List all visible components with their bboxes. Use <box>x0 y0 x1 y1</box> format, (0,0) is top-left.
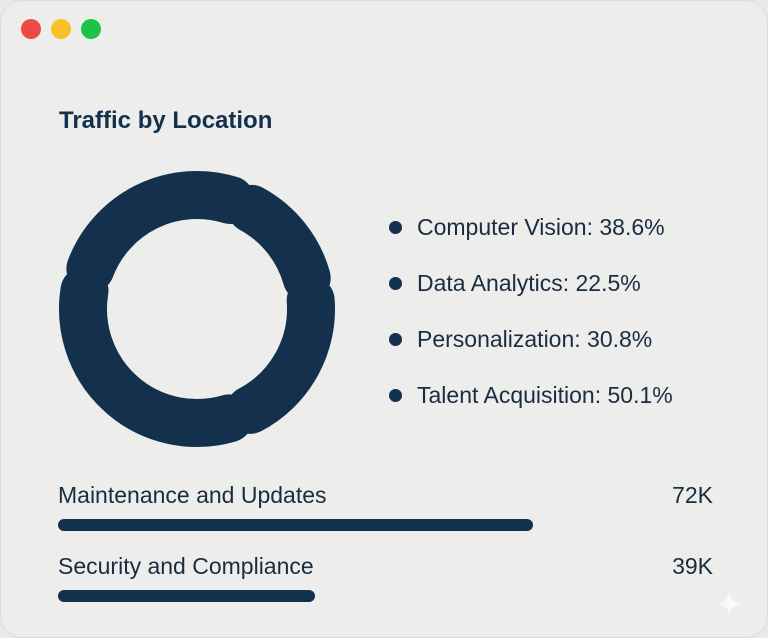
chart-title: Traffic by Location <box>59 107 273 134</box>
donut-segment-talent-acquisition <box>59 266 253 447</box>
legend-item: Data Analytics: 22.5% <box>389 255 673 311</box>
legend-label: Personalization: 30.8% <box>417 325 653 352</box>
metric-value: 72K <box>672 482 713 508</box>
metric-bar <box>58 590 316 602</box>
minimize-button[interactable] <box>51 19 71 39</box>
donut-segment-data-analytics <box>227 184 331 302</box>
metric-value: 39K <box>672 553 713 579</box>
legend-label: Talent Acquisition: 50.1% <box>417 381 673 408</box>
bullet-icon <box>389 388 402 402</box>
legend-item: Personalization: 30.8% <box>389 311 673 367</box>
bullet-icon <box>389 332 402 346</box>
legend-item: Talent Acquisition: 50.1% <box>389 367 673 423</box>
donut-chart <box>59 171 335 447</box>
legend-item: Computer Vision: 38.6% <box>389 199 673 255</box>
window-controls <box>21 19 101 39</box>
metric-label: Maintenance and Updates <box>58 482 327 508</box>
close-button[interactable] <box>21 19 41 39</box>
metric-label: Security and Compliance <box>58 553 314 579</box>
metric-security: Security and Compliance 39K <box>58 553 713 602</box>
metric-maintenance: Maintenance and Updates 72K <box>58 482 713 531</box>
bullet-icon <box>389 276 402 290</box>
maximize-button[interactable] <box>81 19 101 39</box>
donut-segment-personalization <box>226 276 335 434</box>
sparkle-icon: ✦ <box>715 586 744 624</box>
metric-bar <box>58 519 533 531</box>
legend-label: Computer Vision: 38.6% <box>417 213 665 240</box>
donut-segment-computer-vision <box>66 171 255 293</box>
bullet-icon <box>389 220 402 234</box>
legend: Computer Vision: 38.6% Data Analytics: 2… <box>389 199 673 423</box>
legend-label: Data Analytics: 22.5% <box>417 269 641 296</box>
